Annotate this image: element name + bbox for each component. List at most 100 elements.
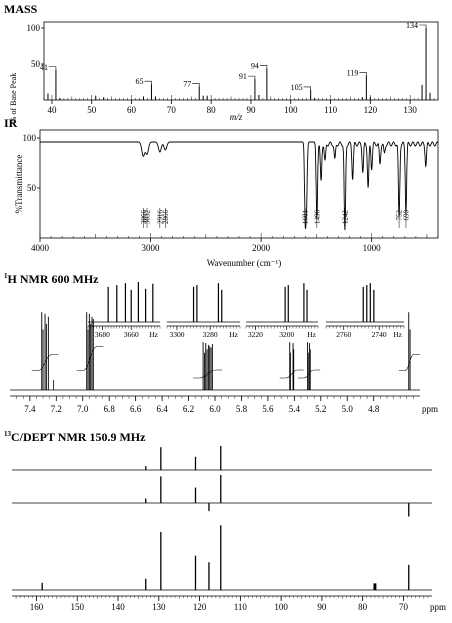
c-nmr-x-tick-label: 140: [111, 602, 125, 612]
h-nmr-inset-unit: Hz: [307, 330, 316, 339]
mass-peak-label: 41: [40, 63, 48, 72]
h-nmr-integral: [297, 369, 321, 379]
ir-axes: 4000 3000 2000 1000 50 100: [23, 129, 439, 253]
h-nmr-x-tick-label: 5.8: [236, 404, 248, 414]
h-nmr-x-tick-label: 5.6: [262, 404, 274, 414]
h-nmr-x-tick-label: 6.2: [183, 404, 194, 414]
mass-peak-label-leader: [419, 24, 427, 28]
ir-peak-label: 3066: [140, 210, 148, 225]
mass-x-tick-label: 130: [403, 105, 417, 115]
mass-x-tick-label: 100: [284, 105, 298, 115]
h-nmr-x-tick-label: 5.2: [315, 404, 326, 414]
ir-peak-label: 690: [402, 210, 410, 221]
c-nmr-x-tick-label: 90: [317, 602, 327, 612]
ir-peak-label: 2866: [162, 210, 170, 225]
mass-peak-label-leader: [247, 75, 256, 80]
c-nmr-x-tick-label: 110: [234, 602, 248, 612]
ir-peak-label: 2916: [156, 210, 164, 225]
h-nmr-x-tick-label: 7.4: [24, 404, 36, 414]
h-nmr-x-tick-label: 6.8: [104, 404, 116, 414]
mass-y-tick-label: 100: [27, 23, 41, 33]
c-nmr-x-tick-label: 100: [274, 602, 288, 612]
mass-peak-label-leader: [48, 66, 57, 70]
ir-peak-label: 1601: [302, 210, 310, 225]
mass-x-tick-label: 50: [87, 105, 97, 115]
mass-peak-label-leader: [259, 65, 268, 69]
h-nmr-integral: [398, 354, 421, 371]
mass-x-tick-label: 40: [47, 105, 57, 115]
ir-x-tick-label: 3000: [142, 243, 161, 253]
h-nmr-integral: [76, 346, 104, 371]
mass-x-tick-label: 70: [167, 105, 177, 115]
h-nmr-inset-unit: Hz: [393, 330, 402, 339]
h-nmr-integral: [193, 369, 223, 379]
mass-y-tick-label: 50: [31, 59, 41, 69]
mass-x-tick-label: 60: [127, 105, 137, 115]
mass-x-tick-label: 110: [324, 105, 338, 115]
h-nmr-main: [10, 312, 421, 391]
c-nmr-axis: 160 150 140 130 120 110 100 90 80 70 ppm: [12, 595, 446, 612]
h-nmr-spectrum: 1H NMR 600 MHz 3680 3660 Hz 3300 3280 Hz 3220 3…: [4, 272, 438, 414]
h-nmr-inset-tick-label: 2740: [372, 330, 387, 339]
ir-x-label: Wavenumber (cm⁻¹): [207, 258, 281, 268]
h-nmr-inset-tick-label: 3220: [248, 330, 263, 339]
c-nmr-x-tick-label: 160: [30, 602, 44, 612]
mass-peak-label: 65: [135, 77, 143, 86]
c-nmr-x-tick-label: 70: [399, 602, 409, 612]
c-nmr-title-sup: 13: [4, 430, 12, 438]
ir-x-tick-label: 2000: [252, 243, 271, 253]
mass-peak-label-leader: [303, 86, 311, 90]
h-nmr-inset-unit: Hz: [149, 330, 158, 339]
h-nmr-inset-tick-label: 3280: [203, 330, 218, 339]
mass-peak-label: 105: [291, 83, 303, 92]
h-nmr-inset-tick-label: 3300: [169, 330, 184, 339]
ir-peak-label: 752: [396, 210, 404, 221]
h-nmr-inset-tick-label: 3660: [124, 330, 139, 339]
h-nmr-inset-tick-label: 2760: [336, 330, 351, 339]
h-nmr-inset-unit: Hz: [229, 330, 238, 339]
h-nmr-insets: 3680 3660 Hz 3300 3280 Hz 3220 3200 Hz 2760 2740 Hz: [87, 282, 405, 339]
c-nmr-spectrum: 13C/DEPT NMR 150.9 MHz 160 150 140 130 120 11…: [4, 430, 446, 612]
mass-peak-label: 91: [239, 72, 247, 81]
ir-peak-label: 1242: [341, 210, 349, 225]
h-nmr-x-tick-label: 6.4: [156, 404, 168, 414]
ir-peak-label: 3032: [144, 210, 152, 225]
mass-x-tick-label: 80: [207, 105, 217, 115]
mass-y-label: % of Base Peak: [9, 73, 18, 123]
h-nmr-x-tick-label: 5.4: [289, 404, 301, 414]
h-nmr-title: 1H NMR 600 MHz: [4, 272, 99, 286]
ir-peak-label: 1496: [313, 210, 321, 225]
ir-x-tick-label: 4000: [31, 243, 50, 253]
h-nmr-x-unit: ppm: [422, 404, 438, 414]
h-nmr-inset-tick-label: 3200: [279, 330, 294, 339]
h-nmr-x-tick-label: 6.0: [209, 404, 221, 414]
mass-x-tick-label: 90: [246, 105, 256, 115]
mass-x-tick-label: 120: [364, 105, 378, 115]
c-nmr-x-tick-label: 80: [358, 602, 368, 612]
h-nmr-inset-tick-label: 3680: [95, 330, 110, 339]
h-nmr-x-tick-label: 5.0: [342, 404, 354, 414]
h-nmr-integral: [279, 369, 304, 379]
ir-y-tick-label: 100: [23, 133, 37, 143]
h-nmr-x-tick-label: 4.8: [368, 404, 380, 414]
h-nmr-axis: 7.4 7.2 7.0 6.8 6.6 6.4 6.2 6.0 5.8 5.6 5.4 5.2 5.0 4…: [10, 395, 438, 414]
mass-frame: [43, 21, 439, 101]
mass-peak-label-leader: [144, 80, 152, 85]
mass-x-label: m/z: [230, 112, 243, 122]
c-nmr-title-main: C/DEPT NMR 150.9 MHz: [11, 430, 146, 444]
mass-axes: 40 50 60 70 80 90 100 110 120 130 50 100: [27, 21, 439, 115]
mass-title: MASS: [4, 2, 38, 16]
mass-peak-label: 119: [347, 69, 359, 78]
ir-y-tick-label: 50: [27, 183, 37, 193]
mass-peak-label: 94: [251, 61, 259, 70]
mass-peak-label-leader: [192, 83, 200, 87]
c-nmr-x-tick-label: 130: [152, 602, 166, 612]
mass-peak-label: 134: [406, 21, 418, 30]
mass-peaks: 41 65 77 91 94 105 119 134: [40, 21, 431, 100]
ir-y-label: %Transmittance: [14, 155, 24, 214]
ir-spectrum: IR %Transmittance 4000 3000 2000 100050100 …: [4, 116, 439, 268]
c-nmr-panels: [12, 446, 432, 591]
h-nmr-x-tick-label: 6.6: [130, 404, 142, 414]
